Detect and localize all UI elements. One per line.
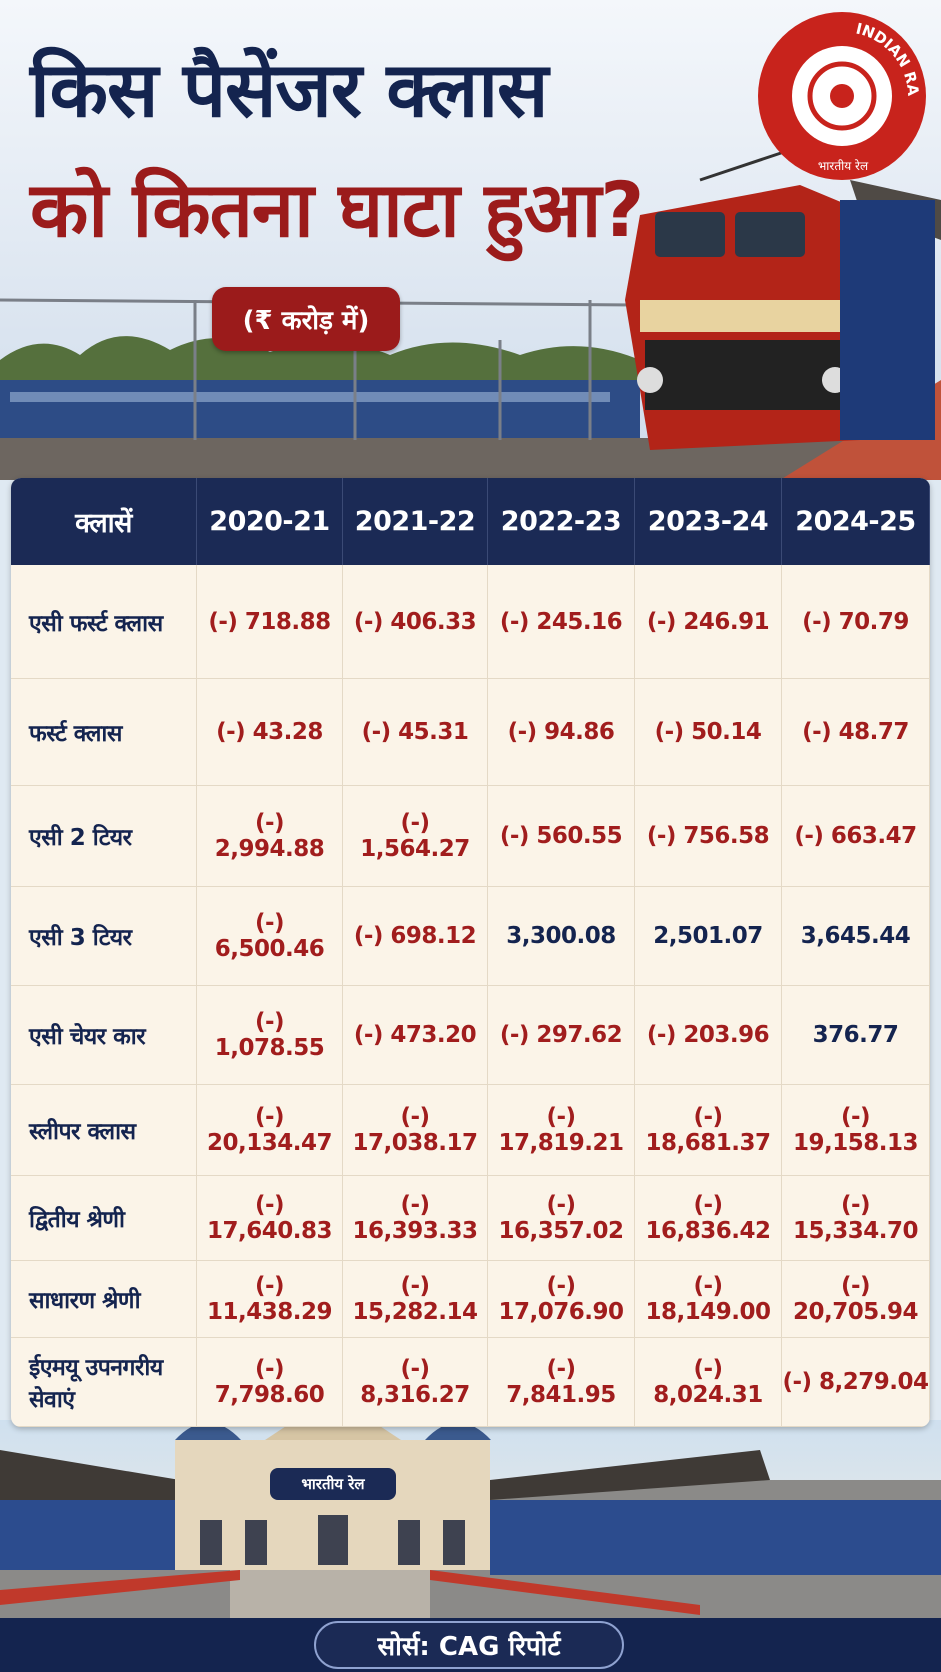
cell-value: (-) 1,078.55 [197,986,343,1085]
cell-value: (-) 11,438.29 [197,1261,343,1338]
cell-value: (-) 663.47 [782,786,930,887]
cell-value: (-) 7,841.95 [488,1338,635,1427]
cell-value: (-) 17,819.21 [488,1085,635,1176]
cell-value: (-) 718.88 [197,565,343,679]
cell-value: (-) 8,024.31 [635,1338,782,1427]
cell-value: (-) 50.14 [635,679,782,786]
row-label: एसी फर्स्ट क्लास [11,565,197,679]
header-row: क्लासें 2020-21 2021-22 2022-23 2023-24 2024-… [11,478,930,565]
unit-label: (₹ करोड़ में) [212,287,400,351]
table-row: एसी 2 टियर (-) 2,994.88 (-) 1,564.27 (-) 56… [11,786,930,887]
station [0,1395,941,1620]
cell-value: 2,501.07 [635,887,782,986]
cell-value: (-) 15,334.70 [782,1176,930,1261]
title-line-1: किस पैसेंजर क्लास [30,45,548,134]
cell-value: (-) 16,357.02 [488,1176,635,1261]
cell-value: (-) 203.96 [635,986,782,1085]
cell-value: (-) 17,076.90 [488,1261,635,1338]
cell-value: (-) 245.16 [488,565,635,679]
table-row: एसी चेयर कार (-) 1,078.55 (-) 473.20 (-) 29… [11,986,930,1085]
cell-value: (-) 70.79 [782,565,930,679]
cell-value: (-) 45.31 [343,679,488,786]
cell-value: (-) 15,282.14 [343,1261,488,1338]
logo-text-path: INDIAN RAILWAYS [758,12,922,97]
cell-value: 376.77 [782,986,930,1085]
row-label: साधारण श्रेणी [11,1261,197,1338]
row-label: एसी चेयर कार [11,986,197,1085]
column-header: 2021-22 [343,478,488,565]
row-label: फर्स्ट क्लास [11,679,197,786]
station-sign: भारतीय रेल [301,1475,365,1493]
cell-value: 3,300.08 [488,887,635,986]
cell-value: (-) 18,149.00 [635,1261,782,1338]
title-line-2: को कितना घाटा हुआ? [30,165,644,254]
train-windows [10,392,610,402]
cell-value: (-) 18,681.37 [635,1085,782,1176]
cell-value: (-) 16,393.33 [343,1176,488,1261]
cell-value: (-) 698.12 [343,887,488,986]
row-label: स्लीपर क्लास [11,1085,197,1176]
logo-text: INDIAN RAILWAYS भारतीय रेल [758,12,922,173]
cell-value: (-) 43.28 [197,679,343,786]
column-header: 2023-24 [635,478,782,565]
table-row: एसी फर्स्ट क्लास (-) 718.88 (-) 406.33 (-) … [11,565,930,679]
cell-value: (-) 16,836.42 [635,1176,782,1261]
row-label: एसी 3 टियर [11,887,197,986]
table-row: ईएमयू उपनगरीय सेवाएं (-) 7,798.60 (-) 8,31… [11,1338,930,1427]
distant-train [0,380,640,438]
cell-value: (-) 2,994.88 [197,786,343,887]
cell-value: 3,645.44 [782,887,930,986]
cell-value: (-) 756.58 [635,786,782,887]
cell-value: (-) 560.55 [488,786,635,887]
logo-text-hi: भारतीय रेल [818,159,869,173]
cell-value: (-) 7,798.60 [197,1338,343,1427]
data-table: क्लासें 2020-21 2021-22 2022-23 2023-24 2024-… [11,478,930,1427]
cell-value: (-) 20,705.94 [782,1261,930,1338]
row-label: ईएमयू उपनगरीय सेवाएं [11,1338,197,1427]
cell-value: (-) 246.91 [635,565,782,679]
cell-value: (-) 94.86 [488,679,635,786]
cell-value: (-) 8,316.27 [343,1338,488,1427]
cell-value: (-) 17,640.83 [197,1176,343,1261]
table-row: फर्स्ट क्लास (-) 43.28 (-) 45.31 (-) 94.86(… [11,679,930,786]
table-row: स्लीपर क्लास (-) 20,134.47 (-) 17,038.17 (-… [11,1085,930,1176]
table-row: एसी 3 टियर (-) 6,500.46 (-) 698.12 3,300.08… [11,887,930,986]
cell-value: (-) 473.20 [343,986,488,1085]
cell-value: (-) 20,134.47 [197,1085,343,1176]
row-label: एसी 2 टियर [11,786,197,887]
column-header: 2020-21 [197,478,343,565]
table-row: साधारण श्रेणी (-) 11,438.29 (-) 15,282.14(… [11,1261,930,1338]
table-row: द्वितीय श्रेणी (-) 17,640.83 (-) 16,393.33… [11,1176,930,1261]
logo-text-en: INDIAN RAILWAYS [758,12,922,97]
column-header: 2024-25 [782,478,930,565]
column-header: 2022-23 [488,478,635,565]
trees [0,336,640,390]
column-header: क्लासें [11,478,197,565]
cell-value: (-) 48.77 [782,679,930,786]
locomotive [625,148,935,450]
row-label: द्वितीय श्रेणी [11,1176,197,1261]
cell-value: (-) 1,564.27 [343,786,488,887]
logo [758,12,926,180]
tracks [0,438,941,480]
source: सोर्स: CAG रिपोर्ट [314,1621,624,1669]
cell-value: (-) 19,158.13 [782,1085,930,1176]
cell-value: (-) 8,279.04 [782,1338,930,1427]
cell-value: (-) 17,038.17 [343,1085,488,1176]
cell-value: (-) 6,500.46 [197,887,343,986]
cell-value: (-) 406.33 [343,565,488,679]
cell-value: (-) 297.62 [488,986,635,1085]
